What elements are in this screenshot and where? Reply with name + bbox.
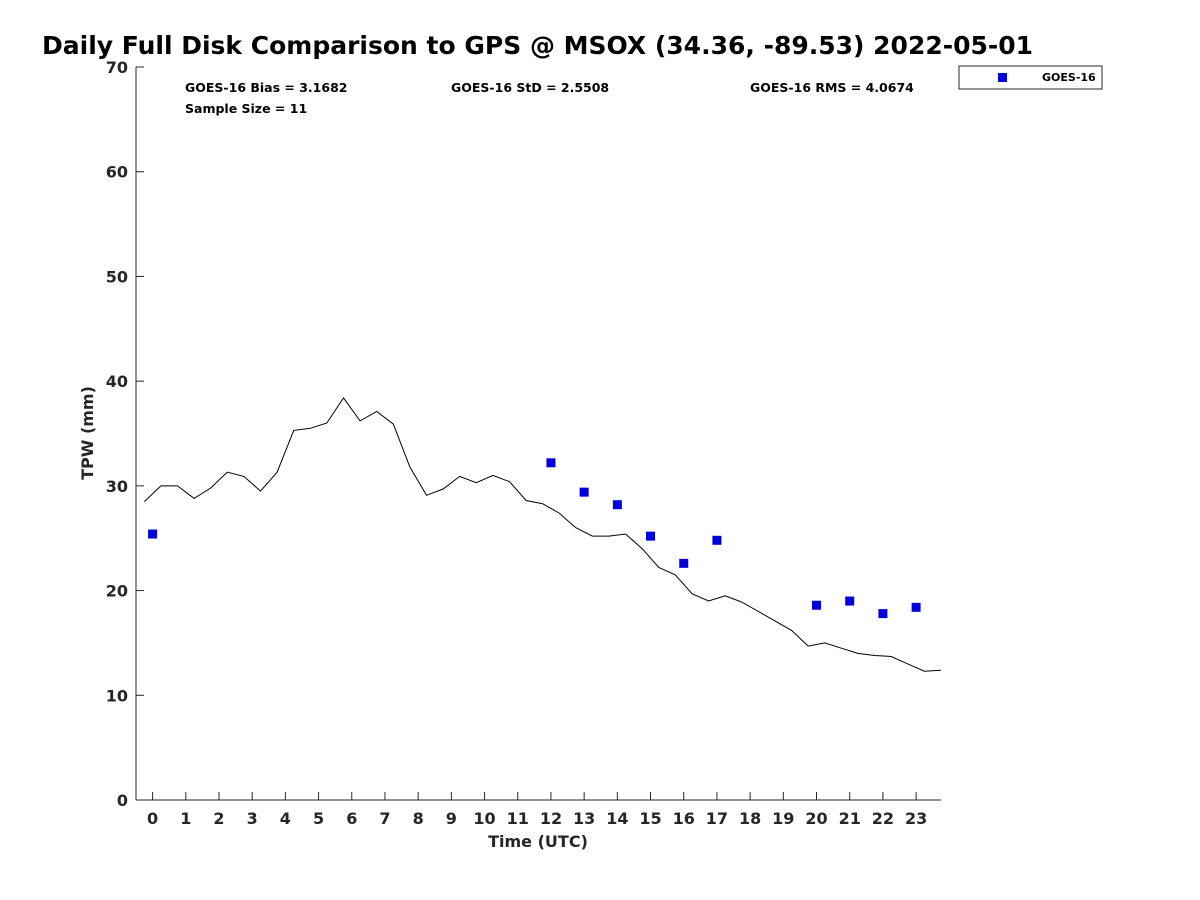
- goes16-point: [911, 602, 921, 612]
- y-tick-label: 70: [106, 58, 128, 77]
- x-tick-label: 11: [507, 809, 529, 828]
- y-ticks: 0 10 20 30 40 50 60 70: [106, 58, 144, 810]
- legend-marker: [998, 73, 1007, 82]
- x-tick-label: 10: [473, 809, 495, 828]
- x-tick-label: 6: [346, 809, 357, 828]
- x-tick-label: 21: [839, 809, 861, 828]
- x-tick-label: 13: [573, 809, 595, 828]
- x-tick-label: 23: [905, 809, 927, 828]
- x-tick-label: 3: [247, 809, 258, 828]
- goes16-point: [712, 535, 722, 545]
- x-tick-label: 9: [446, 809, 457, 828]
- x-tick-label: 8: [413, 809, 424, 828]
- goes16-point: [679, 558, 689, 568]
- x-tick-label: 16: [673, 809, 695, 828]
- x-tick-label: 7: [379, 809, 390, 828]
- std-stat: GOES-16 StD = 2.5508: [451, 80, 609, 95]
- chart-title: Daily Full Disk Comparison to GPS @ MSOX…: [42, 31, 1033, 60]
- goes16-point: [148, 529, 158, 539]
- goes16-markers: [148, 458, 921, 619]
- legend-label: GOES-16: [1042, 71, 1096, 84]
- y-tick-label: 30: [106, 477, 128, 496]
- x-tick-label: 1: [180, 809, 191, 828]
- y-tick-label: 50: [106, 267, 128, 286]
- bias-stat: GOES-16 Bias = 3.1682: [185, 80, 347, 95]
- x-tick-label: 4: [280, 809, 291, 828]
- legend: GOES-16: [958, 65, 1103, 90]
- goes16-point: [878, 609, 888, 619]
- y-tick-label: 20: [106, 582, 128, 601]
- x-tick-label: 18: [739, 809, 761, 828]
- x-tick-label: 17: [706, 809, 728, 828]
- x-tick-label: 20: [805, 809, 827, 828]
- sample-size-stat: Sample Size = 11: [185, 101, 307, 116]
- rms-stat: GOES-16 RMS = 4.0674: [750, 80, 914, 95]
- x-tick-label: 12: [540, 809, 562, 828]
- goes16-point: [845, 596, 855, 606]
- y-tick-label: 10: [106, 686, 128, 705]
- axes: [135, 67, 941, 801]
- goes16-point: [646, 531, 656, 541]
- goes16-point: [579, 487, 589, 497]
- x-ticks: 0 1 2 3 4 5 6 7 8 9 10 11 12 13 14 15 16 17 18 19 20 21 22 23: [147, 792, 927, 828]
- x-axis-label: Time (UTC): [488, 832, 588, 851]
- x-tick-label: 5: [313, 809, 324, 828]
- legend-box: [958, 65, 1103, 90]
- x-tick-label: 22: [872, 809, 894, 828]
- x-tick-label: 0: [147, 809, 158, 828]
- y-axis-label: TPW (mm): [78, 386, 97, 480]
- goes16-point: [546, 458, 556, 468]
- goes16-point: [612, 500, 622, 510]
- y-tick-label: 60: [106, 163, 128, 182]
- x-tick-label: 19: [772, 809, 794, 828]
- goes16-point: [812, 600, 822, 610]
- y-tick-label: 40: [106, 372, 128, 391]
- x-tick-label: 14: [606, 809, 628, 828]
- x-tick-label: 2: [213, 809, 224, 828]
- y-tick-label: 0: [117, 791, 128, 810]
- x-tick-label: 15: [639, 809, 661, 828]
- gps-tpw-line: [143, 397, 942, 672]
